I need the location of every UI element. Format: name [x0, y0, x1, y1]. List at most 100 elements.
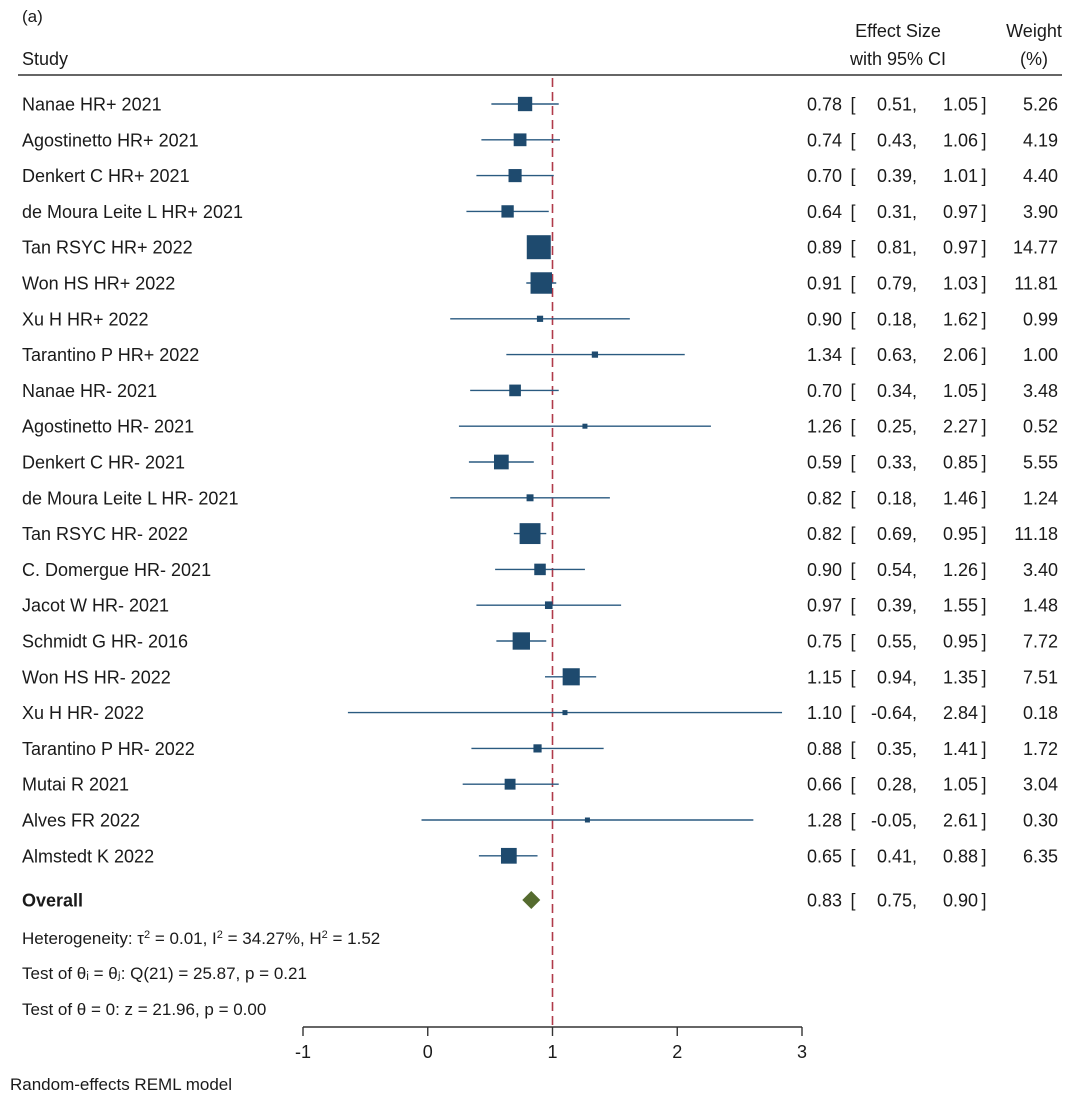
ci-upper-value: 2.61 [943, 811, 978, 831]
study-row: Denkert C HR+ 2021 0.70 [0.39, 1.01] 4.40 [22, 166, 1058, 186]
effect-marker [582, 423, 588, 429]
ci-bracket-open: [ [850, 524, 855, 544]
ci-header: with 95% CI [849, 49, 946, 69]
ci-upper-value: 0.95 [943, 632, 978, 652]
ci-lower-value: 0.31, [877, 202, 917, 222]
effect-size-value: 0.89 [807, 238, 842, 258]
ci-lower-value: 0.63, [877, 345, 917, 365]
effect-marker [591, 351, 599, 358]
ci-bracket-close: ] [981, 417, 986, 437]
study-label: Tarantino P HR+ 2022 [22, 345, 199, 365]
study-row: Agostinetto HR+ 2021 0.74 [0.43, 1.06] 4.19 [22, 130, 1058, 150]
ci-bracket-open: [ [850, 130, 855, 150]
test-theta-i-stats: Test of θᵢ = θⱼ: Q(21) = 25.87, p = 0.21 [22, 964, 307, 983]
study-label: Alves FR 2022 [22, 811, 140, 831]
ci-upper-value: 0.95 [943, 524, 978, 544]
ci-bracket-close: ] [981, 130, 986, 150]
ci-bracket-open: [ [850, 381, 855, 401]
study-row: Agostinetto HR- 2021 1.26 [0.25, 2.27] 0.52 [22, 417, 1058, 437]
ci-bracket-close: ] [981, 667, 986, 687]
ci-bracket-close: ] [981, 596, 986, 616]
study-header: Study [22, 49, 68, 69]
effect-size-header: Effect Size [855, 21, 941, 41]
effect-marker [584, 817, 590, 823]
ci-upper-value: 1.35 [943, 667, 978, 687]
weight-value: 7.72 [1023, 632, 1058, 652]
ci-upper-value: 1.26 [943, 560, 978, 580]
ci-bracket-open: [ [850, 488, 855, 508]
effect-marker [530, 272, 553, 294]
overall-bracket-open: [ [850, 891, 855, 911]
ci-upper-value: 2.27 [943, 417, 978, 437]
ci-upper-value: 1.01 [943, 166, 978, 186]
study-row: Jacot W HR- 2021 0.97 [0.39, 1.55] 1.48 [22, 596, 1058, 616]
ci-bracket-close: ] [981, 381, 986, 401]
study-row: Tarantino P HR+ 2022 1.34 [0.63, 2.06] 1.00 [22, 345, 1058, 365]
ci-bracket-close: ] [981, 560, 986, 580]
effect-size-value: 0.90 [807, 309, 842, 329]
study-label: Jacot W HR- 2021 [22, 596, 169, 616]
effect-size-value: 0.70 [807, 381, 842, 401]
effect-marker [517, 96, 533, 112]
effect-marker [526, 494, 534, 502]
study-row: de Moura Leite L HR+ 2021 0.64 [0.31, 0.97]… [22, 202, 1058, 222]
weight-value: 5.26 [1023, 95, 1058, 115]
study-label: Mutai R 2021 [22, 775, 129, 795]
ci-bracket-close: ] [981, 453, 986, 473]
study-row: Tan RSYC HR- 2022 0.82 [0.69, 0.95] 11.18 [22, 523, 1058, 544]
effect-size-value: 0.91 [807, 274, 842, 294]
ci-bracket-close: ] [981, 488, 986, 508]
study-label: Xu H HR+ 2022 [22, 309, 149, 329]
effect-size-value: 1.34 [807, 345, 842, 365]
effect-marker [504, 778, 516, 790]
study-row: Xu H HR+ 2022 0.90 [0.18, 1.62] 0.99 [22, 309, 1058, 329]
effect-size-value: 0.82 [807, 524, 842, 544]
ci-bracket-close: ] [981, 703, 986, 723]
weight-unit-header: (%) [1020, 49, 1048, 69]
ci-lower-value: 0.18, [877, 488, 917, 508]
ci-bracket-open: [ [850, 632, 855, 652]
effect-marker [509, 384, 521, 397]
effect-marker [562, 668, 580, 686]
ci-lower-value: 0.18, [877, 309, 917, 329]
study-label: de Moura Leite L HR- 2021 [22, 488, 238, 508]
study-row: Won HS HR+ 2022 0.91 [0.79, 1.03] 11.81 [22, 272, 1058, 294]
overall-diamond [522, 891, 541, 909]
effect-marker [544, 601, 553, 609]
ci-lower-value: 0.81, [877, 238, 917, 258]
ci-lower-value: -0.64, [871, 703, 917, 723]
ci-bracket-close: ] [981, 274, 986, 294]
ci-lower-value: -0.05, [871, 811, 917, 831]
ci-lower-value: 0.94, [877, 667, 917, 687]
study-label: Tan RSYC HR+ 2022 [22, 238, 193, 258]
effect-marker [512, 632, 530, 650]
ci-bracket-open: [ [850, 95, 855, 115]
weight-value: 3.04 [1023, 775, 1058, 795]
ci-upper-value: 1.62 [943, 309, 978, 329]
ci-lower-value: 0.69, [877, 524, 917, 544]
study-row: Tan RSYC HR+ 2022 0.89 [0.81, 0.97] 14.77 [22, 235, 1058, 260]
effect-marker [519, 523, 541, 545]
effect-marker [508, 169, 522, 183]
ci-bracket-open: [ [850, 560, 855, 580]
panel-label: (a) [22, 7, 43, 26]
ci-bracket-close: ] [981, 95, 986, 115]
ci-lower-value: 0.28, [877, 775, 917, 795]
study-row: Xu H HR- 2022 1.10 [-0.64, 2.84] 0.18 [22, 703, 1058, 723]
weight-value: 14.77 [1013, 238, 1058, 258]
study-row: C. Domergue HR- 2021 0.90 [0.54, 1.26] 3.40 [22, 560, 1058, 580]
study-row: Nanae HR- 2021 0.70 [0.34, 1.05] 3.48 [22, 381, 1058, 401]
ci-lower-value: 0.54, [877, 560, 917, 580]
x-tick-label: 3 [797, 1042, 807, 1062]
ci-bracket-open: [ [850, 166, 855, 186]
study-label: Xu H HR- 2022 [22, 703, 144, 723]
effect-size-value: 0.74 [807, 130, 842, 150]
study-row: Denkert C HR- 2021 0.59 [0.33, 0.85] 5.55 [22, 453, 1058, 473]
ci-bracket-open: [ [850, 202, 855, 222]
overall-ci-lower: 0.75, [877, 891, 917, 911]
study-label: Tarantino P HR- 2022 [22, 739, 195, 759]
study-label: Won HS HR- 2022 [22, 667, 171, 687]
ci-bracket-open: [ [850, 775, 855, 795]
study-row: Mutai R 2021 0.66 [0.28, 1.05] 3.04 [22, 775, 1058, 795]
overall-row: Overall 0.83 [0.75, 0.90] [22, 891, 987, 911]
